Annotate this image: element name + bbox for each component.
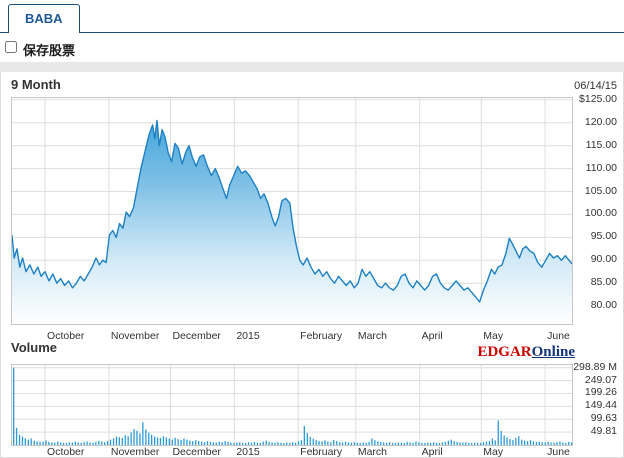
price-y-tick-label: $125.00 <box>579 92 617 105</box>
as-of-date: 06/14/15 <box>574 80 617 92</box>
tab-label: BABA <box>25 11 63 26</box>
edgar-logo-part1: EDGAR <box>477 344 532 360</box>
separator-band <box>0 62 624 72</box>
tab-bar: BABA <box>0 0 624 33</box>
volume-x-tick-label: June <box>547 446 570 458</box>
price-y-tick-label: 105.00 <box>584 184 617 197</box>
price-y-tick-label: 85.00 <box>590 276 617 289</box>
price-chart-svg <box>12 98 572 324</box>
save-stock-checkbox[interactable] <box>5 41 17 53</box>
volume-title: Volume <box>11 340 57 355</box>
price-x-tick-label: 2015 <box>236 330 260 342</box>
period-title: 9 Month <box>11 77 61 92</box>
volume-x-tick-label: April <box>421 446 443 458</box>
chart-panel: 9 Month 06/14/15 Volume EDGAROnline $125… <box>0 72 624 458</box>
save-stock-label: 保存股票 <box>23 43 76 58</box>
price-x-tick-label: May <box>483 330 504 342</box>
price-y-tick-label: 80.00 <box>590 299 617 312</box>
price-y-tick-label: 120.00 <box>584 115 617 128</box>
volume-x-tick-label: May <box>483 446 504 458</box>
volume-x-tick-label: December <box>172 446 221 458</box>
price-y-tick-label: 100.00 <box>584 207 617 220</box>
price-y-tick-label: 115.00 <box>585 138 617 151</box>
volume-x-tick-label: 2015 <box>236 446 260 458</box>
price-x-tick-label: April <box>421 330 443 342</box>
price-x-tick-label: March <box>357 330 388 342</box>
tab-baba[interactable]: BABA <box>8 4 80 33</box>
price-x-tick-label: June <box>547 330 570 342</box>
price-y-tick-label: 95.00 <box>590 230 617 243</box>
volume-chart <box>11 364 573 446</box>
save-stock-row: 保存股票 <box>0 33 624 62</box>
price-x-tick-label: February <box>300 330 343 342</box>
volume-x-tick-label: November <box>110 446 160 458</box>
price-y-tick-label: 110.00 <box>585 161 617 174</box>
edgar-online-logo: EDGAROnline <box>477 344 575 361</box>
edgar-logo-part2: Online <box>531 344 575 360</box>
volume-x-tick-label: February <box>300 446 343 458</box>
price-x-tick-label: December <box>172 330 221 342</box>
volume-x-tick-label: March <box>357 446 388 458</box>
price-y-tick-label: 90.00 <box>590 253 617 266</box>
volume-x-tick-label: October <box>47 446 85 458</box>
price-chart <box>11 97 573 325</box>
volume-chart-svg <box>12 365 572 445</box>
price-x-tick-label: November <box>110 330 160 342</box>
